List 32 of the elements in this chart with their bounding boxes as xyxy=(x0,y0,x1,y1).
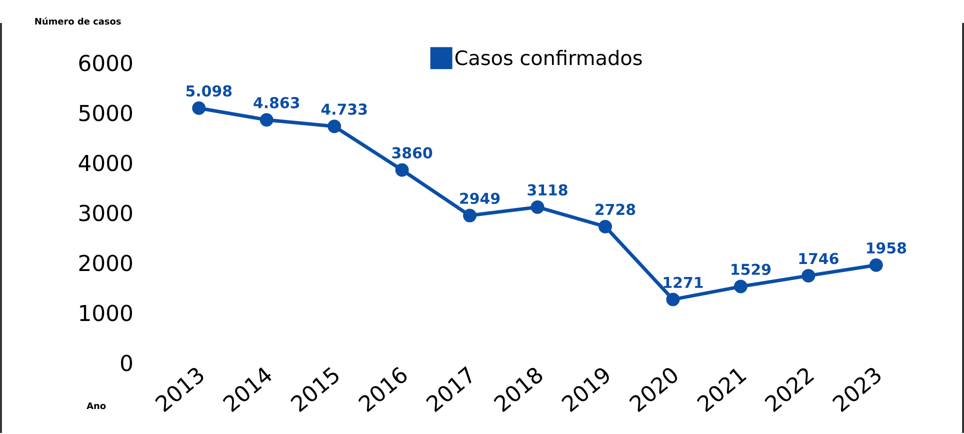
point xyxy=(598,220,612,234)
point xyxy=(734,280,748,294)
point xyxy=(192,101,206,115)
data-label: 3860 xyxy=(392,147,432,159)
point xyxy=(666,292,680,306)
point xyxy=(395,163,409,177)
data-label: 4.733 xyxy=(321,104,367,115)
point xyxy=(328,120,342,134)
point xyxy=(260,113,274,127)
y-tick-label: 3000 xyxy=(79,204,132,222)
data-label: 1529 xyxy=(732,264,771,276)
y-tick-label: 6000 xyxy=(79,54,132,72)
point xyxy=(530,200,544,214)
data-label: 1746 xyxy=(799,253,838,264)
y-tick-label: 1000 xyxy=(80,304,132,322)
legend-label: Casos confirmados xyxy=(455,50,642,66)
x-axis-title: Ano xyxy=(86,402,106,410)
point xyxy=(463,208,477,222)
y-tick-label: 2000 xyxy=(79,254,132,272)
data-label: 2949 xyxy=(460,192,500,204)
data-label: 2728 xyxy=(596,204,636,216)
point xyxy=(869,258,883,272)
y-tick-label: 5000 xyxy=(79,104,132,122)
y-axis-title: Número de casos xyxy=(35,17,121,25)
point xyxy=(802,269,816,283)
data-label: 1958 xyxy=(867,242,906,254)
y-tick-label: 4000 xyxy=(78,154,132,172)
data-label: 5.098 xyxy=(186,85,232,97)
y-tick-label: 0 xyxy=(120,354,132,372)
data-label: 3118 xyxy=(528,184,568,196)
data-label: 4.863 xyxy=(254,97,300,108)
data-label: 1271 xyxy=(664,276,703,288)
